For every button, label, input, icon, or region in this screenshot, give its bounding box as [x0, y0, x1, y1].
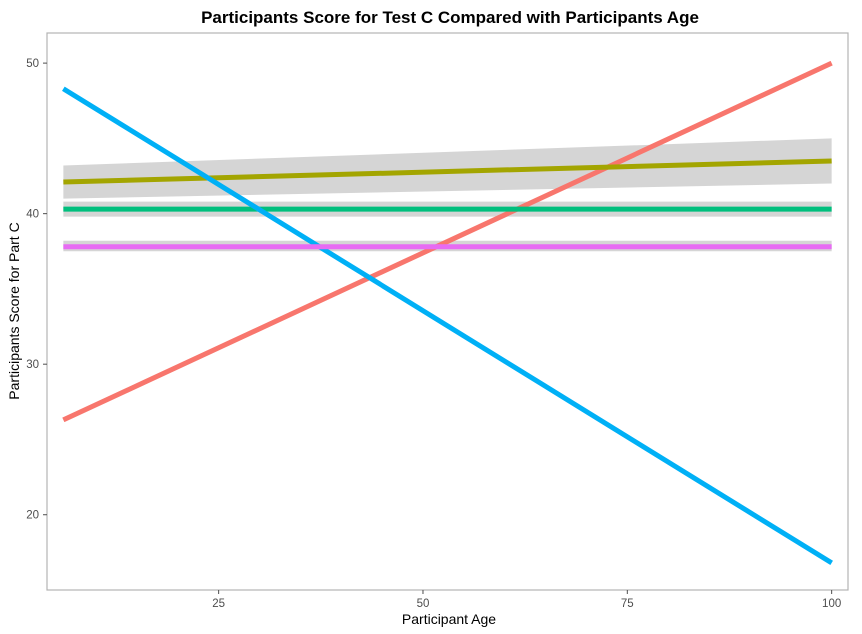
y-tick-label: 20 — [26, 510, 39, 522]
series-lines — [62, 60, 833, 566]
series-1-line — [62, 60, 833, 423]
y-tick-label: 30 — [26, 359, 39, 371]
x-axis: 25 50 75 100 — [212, 590, 841, 610]
y-axis-label: Participants Score for Part C — [6, 222, 22, 399]
y-tick-label: 50 — [26, 58, 39, 70]
chart-title: Participants Score for Test C Compared w… — [201, 8, 699, 27]
plot-panel — [46, 32, 849, 591]
y-tick-label: 40 — [26, 209, 39, 221]
y-axis: 20 30 40 50 — [26, 58, 47, 522]
series-2-line — [63, 158, 832, 185]
x-tick-label: 100 — [822, 598, 841, 610]
x-tick-label: 50 — [417, 598, 430, 610]
x-axis-label: Participant Age — [402, 611, 496, 627]
series-4-line — [62, 86, 833, 566]
x-tick-label: 75 — [621, 598, 634, 610]
x-tick-label: 25 — [212, 598, 225, 610]
